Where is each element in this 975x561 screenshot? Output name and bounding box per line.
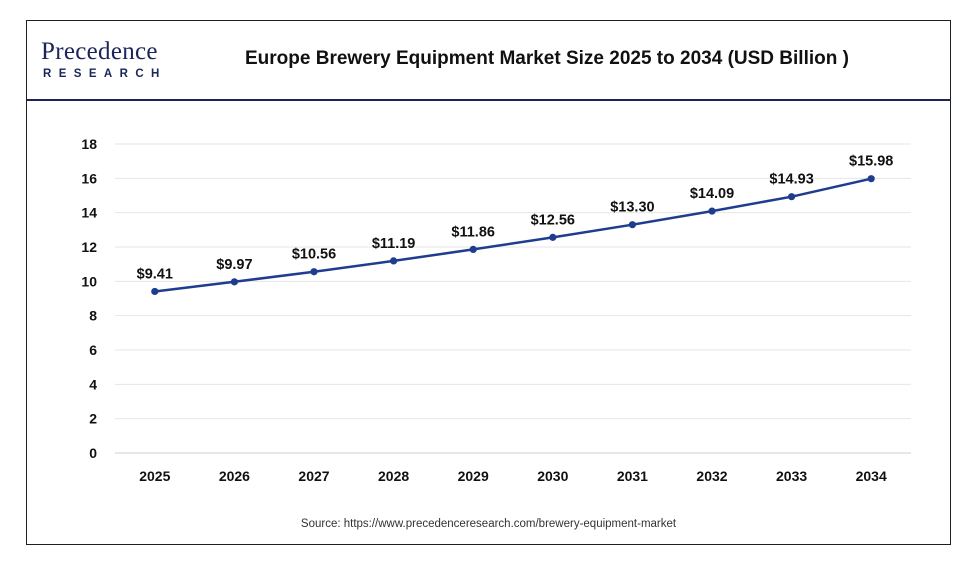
data-point (708, 207, 716, 215)
y-tick-label: 8 (89, 308, 97, 324)
x-tick-label: 2032 (696, 468, 727, 484)
gridlines (115, 143, 911, 454)
y-tick-label: 18 (81, 136, 97, 152)
y-tick-label: 12 (81, 239, 97, 255)
line-chart: 0 2 4 6 8 10 12 14 16 18 2025 2026 2027 2028 2029 2030… (81, 136, 911, 484)
x-tick-label: 2025 (139, 468, 170, 484)
data-label: $13.30 (610, 200, 654, 216)
chart-frame: Precedence RESEARCH Europe Brewery Equip… (26, 20, 951, 545)
chart-header: Precedence RESEARCH Europe Brewery Equip… (27, 21, 950, 100)
data-label: $14.09 (690, 186, 734, 202)
data-point (788, 193, 796, 201)
data-point (230, 278, 238, 286)
x-tick-label: 2027 (298, 468, 329, 484)
x-tick-label: 2034 (856, 468, 887, 484)
x-tick-label: 2031 (617, 468, 648, 484)
y-tick-label: 14 (81, 205, 97, 221)
data-label: $15.98 (849, 154, 893, 170)
data-label: $11.86 (451, 224, 495, 240)
data-point (390, 257, 398, 265)
logo-wordmark: Precedence (41, 38, 158, 65)
data-label: $14.93 (769, 172, 813, 188)
x-tick-label: 2033 (776, 468, 807, 484)
data-labels: $9.41 $9.97 $10.56 $11.19 $11.86 $12.56 $13.30… (137, 154, 894, 283)
y-tick-label: 4 (89, 376, 97, 392)
data-label: $12.56 (531, 212, 575, 228)
x-tick-label: 2026 (219, 468, 250, 484)
series-line-group (154, 177, 872, 293)
data-label: $9.41 (137, 266, 173, 282)
y-tick-label: 0 (89, 445, 97, 461)
x-tick-label: 2028 (378, 468, 409, 484)
data-point (867, 175, 875, 183)
data-label: $11.19 (372, 236, 416, 252)
y-tick-label: 2 (89, 411, 97, 427)
y-tick-label: 10 (81, 273, 97, 289)
logo-subtitle: RESEARCH (43, 68, 167, 80)
data-label: $9.97 (216, 257, 252, 273)
data-point (549, 233, 557, 241)
series-line (154, 177, 872, 293)
x-tick-label: 2030 (537, 468, 568, 484)
data-point (151, 287, 159, 296)
data-point (469, 245, 477, 254)
data-point (310, 268, 318, 276)
y-axis-ticks: 0 2 4 6 8 10 12 14 16 18 (81, 136, 97, 461)
header-divider (27, 99, 950, 101)
data-points (151, 175, 875, 296)
data-point (628, 221, 637, 229)
chart-title: Europe Brewery Equipment Market Size 202… (245, 48, 849, 69)
data-label: $10.56 (292, 247, 336, 263)
x-axis-ticks: 2025 2026 2027 2028 2029 2030 2031 2032 2033 2034 (139, 468, 887, 484)
x-tick-label: 2029 (458, 468, 489, 484)
source-note: Source: https://www.precedenceresearch.c… (300, 518, 677, 530)
y-tick-label: 6 (89, 342, 97, 358)
y-tick-label: 16 (81, 170, 97, 186)
brand-logo: Precedence RESEARCH (41, 38, 181, 86)
